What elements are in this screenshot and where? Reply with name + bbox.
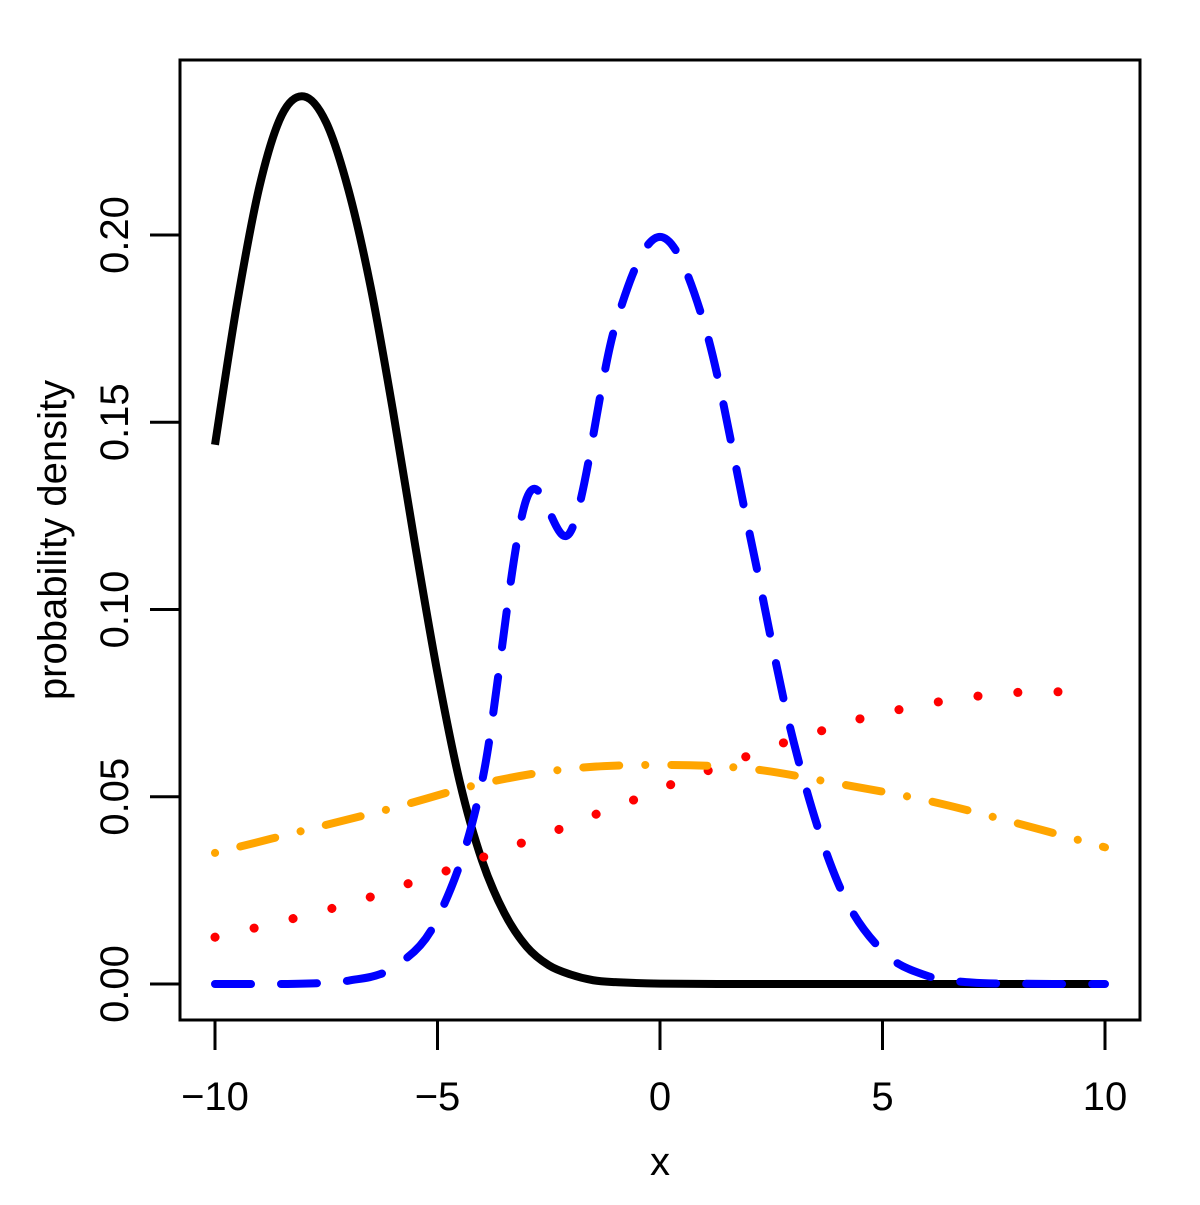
y-tick-label: 0.20 xyxy=(93,196,137,274)
x-tick-label: −10 xyxy=(181,1075,249,1119)
series-dotdash-line xyxy=(211,760,1109,857)
plot-frame xyxy=(178,58,1142,1022)
x-tick-label: −5 xyxy=(415,1075,461,1119)
y-tick-label: 0.00 xyxy=(93,945,137,1023)
series-dashed-line xyxy=(211,232,1109,989)
series-solid-line xyxy=(211,92,1105,989)
y-tick-label: 0.05 xyxy=(93,758,137,836)
x-tick-label: 10 xyxy=(1083,1075,1128,1119)
y-axis-label: probability density xyxy=(31,380,75,700)
x-tick-label: 5 xyxy=(871,1075,893,1119)
y-tick-label: 0.10 xyxy=(93,571,137,649)
series-dotted-line xyxy=(210,687,1083,942)
y-tick-label: 0.15 xyxy=(93,383,137,461)
x-axis-label: x xyxy=(650,1140,670,1184)
x-tick-label: 0 xyxy=(649,1075,671,1119)
